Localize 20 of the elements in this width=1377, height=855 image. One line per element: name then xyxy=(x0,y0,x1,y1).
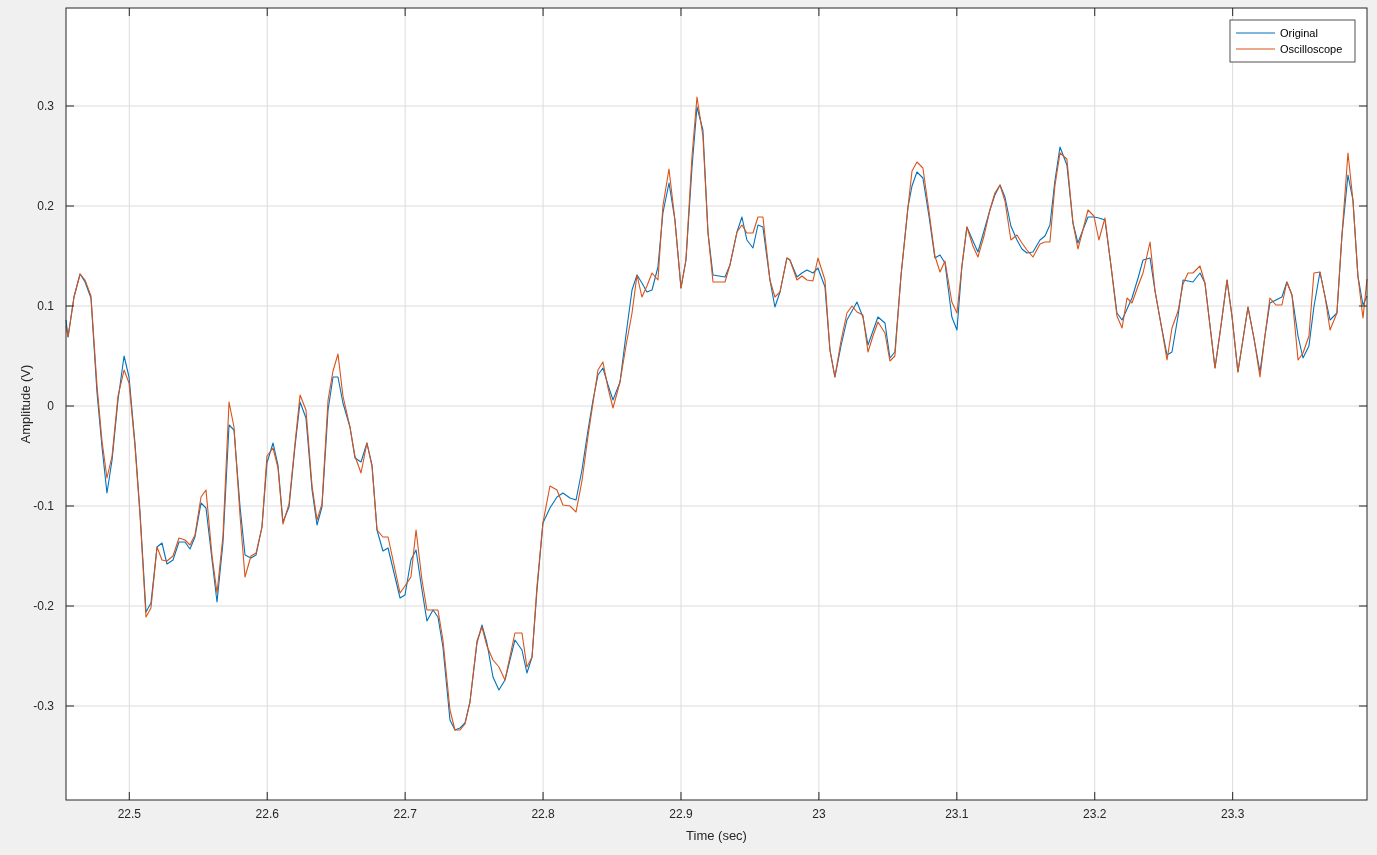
y-tick-label: 0 xyxy=(47,399,55,414)
x-tick-label: 23.3 xyxy=(1220,807,1245,821)
x-tick-label: 22.9 xyxy=(669,807,693,821)
y-tick-label: -0.2 xyxy=(33,599,55,614)
x-tick-label: 22.7 xyxy=(393,807,418,821)
x-tick-label: 22.5 xyxy=(117,807,142,821)
y-axis-title: Amplitude (V) xyxy=(18,364,33,444)
y-tick-label: 0.1 xyxy=(37,299,55,314)
x-axis-title: Time (sec) xyxy=(686,828,747,843)
x-tick-label: 22.8 xyxy=(531,807,556,821)
legend-label: Original xyxy=(1280,26,1318,39)
y-tick-label: -0.1 xyxy=(33,499,55,514)
x-tick-label: 23.1 xyxy=(945,807,969,821)
y-tick-label: -0.3 xyxy=(33,699,55,714)
y-tick-label: 0.2 xyxy=(37,199,55,214)
y-tick-label: 0.3 xyxy=(37,99,55,114)
x-tick-label: 22.6 xyxy=(255,807,280,821)
legend-label: Oscilloscope xyxy=(1280,42,1343,55)
x-tick-label: 23 xyxy=(812,807,826,821)
x-tick-label: 23.2 xyxy=(1083,807,1107,821)
